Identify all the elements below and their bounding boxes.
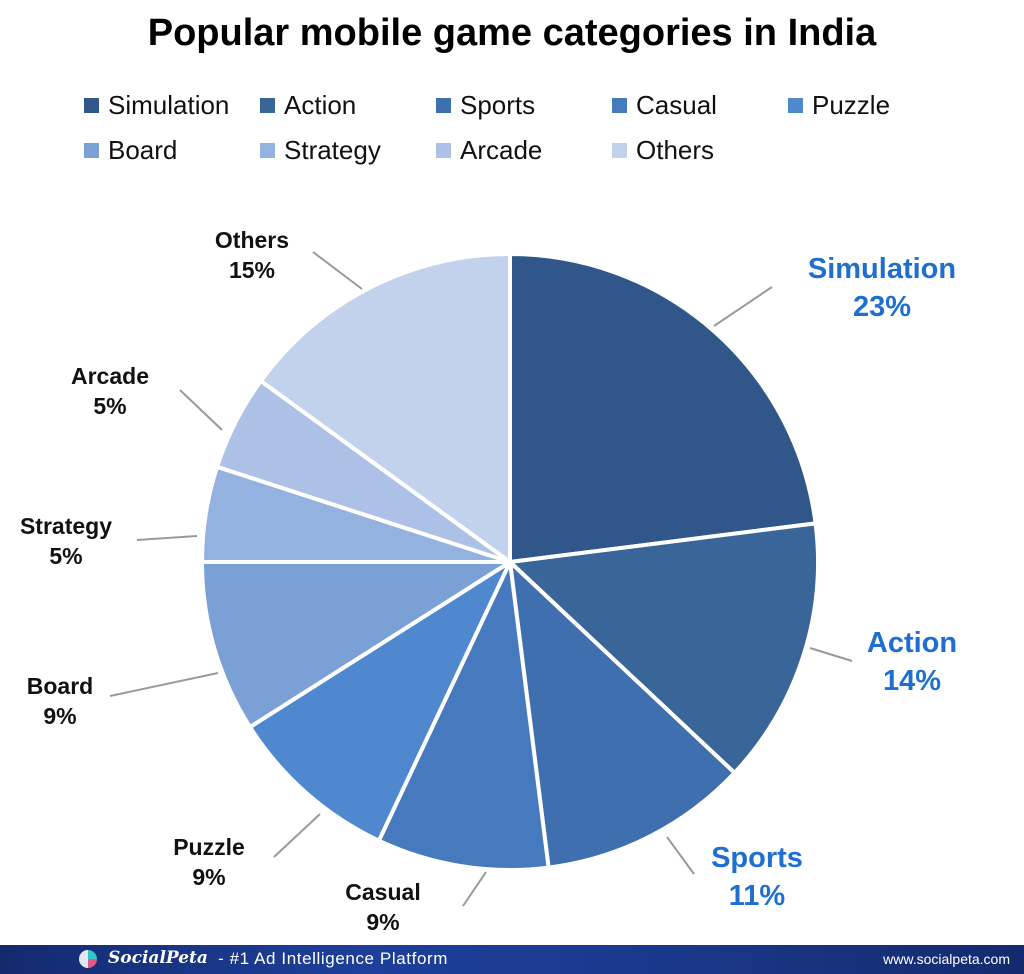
leader-line-strategy (136, 535, 198, 541)
leader-line-simulation (713, 286, 773, 327)
data-label-casual: Casual 9% (345, 879, 420, 935)
leader-line-board (109, 672, 219, 697)
footer-url[interactable]: www.socialpeta.com (883, 951, 1010, 967)
data-label-category: Board (27, 673, 93, 699)
data-label-percent: 11% (729, 880, 786, 912)
data-label-arcade: Arcade 5% (71, 363, 149, 419)
legend-item-others: Others (612, 135, 714, 165)
legend-swatch (84, 98, 99, 113)
legend-label: Sports (460, 90, 536, 120)
leader-line-arcade (179, 389, 223, 431)
legend-item-board: Board (84, 135, 177, 165)
data-label-category: Others (215, 227, 289, 253)
legend-item-arcade: Arcade (436, 135, 542, 165)
pie-slice-board (200, 560, 512, 730)
data-label-category: Casual (345, 879, 420, 905)
data-label-category: Simulation (808, 253, 956, 285)
legend-label: Strategy (284, 135, 381, 165)
footer-bar: SocialPeta - #1 Ad Intelligence Platform… (0, 945, 1024, 974)
data-label-puzzle: Puzzle 9% (173, 834, 245, 890)
legend-label: Arcade (460, 135, 543, 165)
legend-label: Board (108, 135, 178, 165)
leader-line-sports (666, 836, 695, 875)
data-label-percent: 14% (883, 665, 941, 697)
legend-swatch (612, 143, 627, 158)
legend-swatch (788, 98, 803, 113)
data-label-category: Arcade (71, 363, 149, 389)
data-label-sports: Sports 11% (711, 842, 803, 912)
data-label-category: Strategy (20, 513, 112, 539)
footer-brand: SocialPeta (108, 948, 208, 968)
legend-label: Action (284, 90, 357, 120)
leader-line-casual (462, 871, 487, 907)
data-label-category: Action (867, 627, 957, 659)
data-label-category: Sports (711, 842, 803, 874)
data-label-percent: 15% (229, 257, 275, 283)
socialpeta-logo-icon (79, 950, 97, 968)
data-label-percent: 9% (43, 703, 76, 729)
data-label-strategy: Strategy 5% (20, 513, 112, 569)
chart-title: Popular mobile game categories in India (147, 12, 877, 54)
legend-item-action: Action (260, 90, 356, 120)
legend-item-sports: Sports (436, 90, 535, 120)
legend-label: Simulation (108, 90, 230, 120)
pie-slice-simulation (508, 252, 818, 564)
pie-labels: Simulation 23%Action 14%Sports 11%Casual 9%P… (20, 227, 957, 935)
data-label-category: Puzzle (173, 834, 245, 860)
data-label-percent: 23% (853, 291, 911, 323)
data-label-percent: 9% (192, 864, 225, 890)
legend-swatch (260, 143, 275, 158)
data-label-board: Board 9% (27, 673, 93, 729)
pie-slices (200, 252, 820, 872)
legend-swatch (612, 98, 627, 113)
legend-label: Puzzle (812, 90, 891, 120)
leader-line-puzzle (273, 813, 321, 858)
footer-tagline: - #1 Ad Intelligence Platform (218, 949, 449, 968)
data-label-percent: 5% (49, 543, 82, 569)
pie-slice-sports (508, 560, 737, 870)
pie-slice-others (258, 252, 512, 564)
legend-item-strategy: Strategy (260, 135, 381, 165)
legend-label: Others (636, 135, 715, 165)
data-label-percent: 9% (366, 909, 399, 935)
leader-line-action (809, 647, 853, 662)
legend-label: Casual (636, 90, 717, 120)
data-label-simulation: Simulation 23% (808, 253, 956, 323)
legend-swatch (260, 98, 275, 113)
legend-item-simulation: Simulation (84, 90, 229, 120)
legend-item-puzzle: Puzzle (788, 90, 890, 120)
pie-chart: Simulation 23%Action 14%Sports 11%Casual 9%P… (20, 227, 957, 935)
legend-swatch (84, 143, 99, 158)
data-label-others: Others 15% (215, 227, 289, 283)
pie-slice-casual (376, 560, 551, 872)
legend-swatch (436, 143, 451, 158)
leader-line-others (312, 251, 363, 290)
data-label-percent: 5% (93, 393, 126, 419)
pie-slice-action (508, 521, 820, 775)
legend-swatch (436, 98, 451, 113)
pie-slice-puzzle (247, 560, 512, 843)
data-label-action: Action 14% (867, 627, 957, 697)
legend-item-casual: Casual (612, 90, 717, 120)
